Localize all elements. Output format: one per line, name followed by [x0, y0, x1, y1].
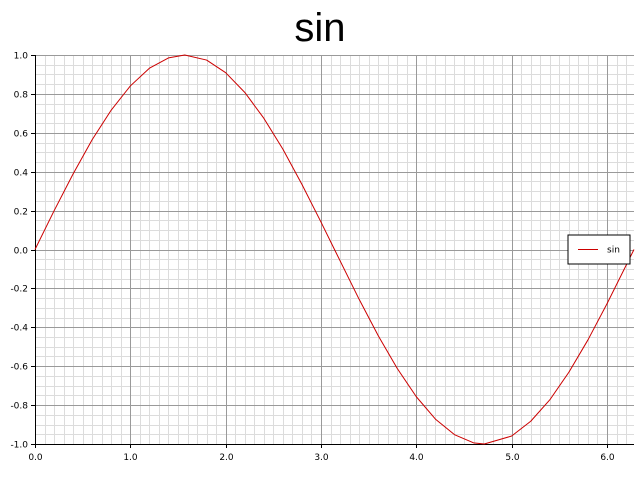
x-tick-label: 5.0 — [505, 453, 520, 463]
y-tick-label: 1.0 — [14, 52, 29, 62]
chart-title: sin — [294, 6, 346, 50]
legend: sin — [567, 234, 631, 265]
y-tick-label: 0.8 — [14, 91, 29, 101]
x-tick-label: 2.0 — [219, 453, 234, 463]
y-tick-label: 0.6 — [14, 130, 29, 140]
y-tick-label: 0.2 — [14, 208, 28, 218]
y-tick-label: 0.0 — [14, 247, 29, 257]
y-tick-label: -0.4 — [10, 324, 28, 334]
y-tick-label: -0.2 — [10, 285, 28, 295]
x-tick-label: 0.0 — [28, 453, 43, 463]
x-tick-label: 4.0 — [409, 453, 424, 463]
y-tick-label: -0.8 — [10, 402, 28, 412]
axes — [31, 55, 634, 448]
series-line-sin — [34, 54, 635, 445]
legend-label-sin: sin — [607, 246, 620, 256]
x-tick-label: 1.0 — [123, 453, 138, 463]
series-layer — [34, 54, 635, 445]
x-tick-labels: 0.0 1.0 2.0 3.0 4.0 5.0 6.0 — [28, 453, 615, 463]
y-tick-label: -0.6 — [10, 363, 28, 373]
y-tick-labels: 1.0 0.8 0.6 0.4 0.2 0.0 -0.2 -0.4 -0.6 -0.8 -1.0 — [10, 52, 28, 451]
legend-box — [567, 234, 631, 265]
y-tick-label: -1.0 — [10, 441, 28, 451]
x-tick-label: 3.0 — [314, 453, 329, 463]
x-tick-label: 6.0 — [600, 453, 615, 463]
y-tick-label: 0.4 — [14, 169, 29, 179]
